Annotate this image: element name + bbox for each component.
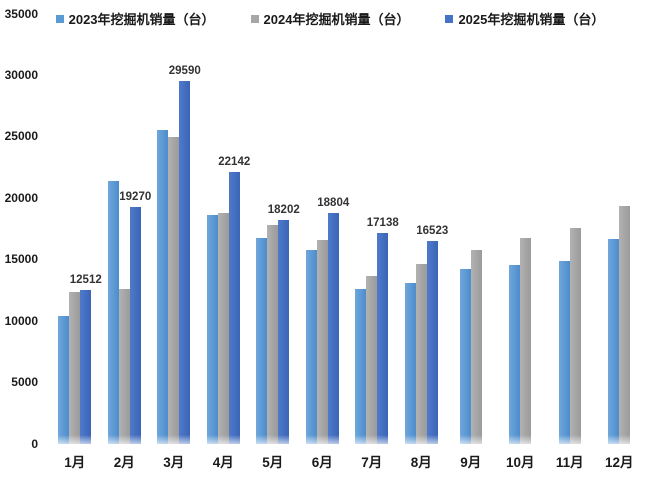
x-label-month-12: 12月 xyxy=(604,455,634,470)
month-group-12 xyxy=(595,14,645,444)
bar-2023-month-9 xyxy=(459,268,471,444)
x-label-month-7: 7月 xyxy=(361,455,383,470)
bar-2023-month-2 xyxy=(107,180,119,444)
bar-2024-month-1 xyxy=(69,292,81,444)
bar-2023-month-10 xyxy=(509,264,521,444)
x-label-month-5: 5月 xyxy=(262,455,284,470)
legend-label-2024: 2024年挖掘机销量（台） xyxy=(263,12,410,27)
bar-2023-month-8 xyxy=(404,283,416,444)
x-label-month-9: 9月 xyxy=(460,455,482,470)
month-group-5: 18202 xyxy=(248,14,300,444)
month-group-2: 19270 xyxy=(100,14,151,444)
x-label-month-3: 3月 xyxy=(163,455,185,470)
x-label-month-2: 2月 xyxy=(113,455,135,470)
bar-2024-month-8 xyxy=(415,264,427,444)
y-tick-label-25000: 25000 xyxy=(4,129,38,144)
month-group-11 xyxy=(545,14,595,444)
bar-2024-month-6 xyxy=(316,240,328,444)
y-tick-label-0: 0 xyxy=(31,436,38,451)
bar-2024-month-11 xyxy=(569,227,581,444)
data-label-2025-month-8: 16523 xyxy=(416,225,449,237)
bar-2025-month-5: 18202 xyxy=(268,204,300,444)
bar-2023-month-1 xyxy=(58,315,70,444)
y-tick-label-35000: 35000 xyxy=(4,6,38,21)
data-label-2025-month-2: 19270 xyxy=(119,191,152,204)
bar-2023-month-11 xyxy=(558,260,570,444)
data-label-2025-month-5: 18202 xyxy=(267,204,300,217)
bar-2025-month-1: 12512 xyxy=(70,274,102,444)
y-tick-label-10000: 10000 xyxy=(4,313,38,328)
x-label-month-8: 8月 xyxy=(410,455,432,470)
bar-2023-month-6 xyxy=(305,250,317,444)
month-group-8: 16523 xyxy=(397,14,448,444)
legend-marker-2024-icon xyxy=(250,14,259,23)
bar-2023-month-7 xyxy=(355,289,367,444)
y-axis: 0 5000 10000 15000 20000 25000 30000 35000 xyxy=(0,0,40,487)
y-tick-label-20000: 20000 xyxy=(4,190,38,205)
month-group-1: 12512 xyxy=(50,14,102,444)
x-label-month-1: 1月 xyxy=(64,455,86,470)
month-group-6: 18804 xyxy=(298,14,349,444)
y-tick-label-5000: 5000 xyxy=(11,375,38,390)
y-tick-label-30000: 30000 xyxy=(4,67,38,82)
legend-marker-2023-icon xyxy=(55,14,64,23)
bar-2023-month-12 xyxy=(608,238,620,444)
legend-label-2025: 2025年挖掘机销量（台） xyxy=(458,12,605,27)
legend-label-2023: 2023年挖掘机销量（台） xyxy=(68,12,215,27)
month-group-7: 17138 xyxy=(347,14,399,444)
x-label-month-6: 6月 xyxy=(311,455,333,470)
bar-2025-month-8: 16523 xyxy=(416,225,448,444)
legend-item-2023: 2023年挖掘机销量（台） xyxy=(55,9,215,28)
bar-2024-month-9 xyxy=(470,249,482,444)
bar-2023-month-4 xyxy=(206,215,218,444)
legend-item-2024: 2024年挖掘机销量（台） xyxy=(250,9,410,28)
legend-marker-2025-icon xyxy=(445,14,454,23)
bar-2025-month-3: 29590 xyxy=(169,65,201,444)
bar-2025-month-7: 17138 xyxy=(367,217,399,444)
plot-area: 12512 19270 29590 22142 18202 18804 17138 16523 xyxy=(50,14,644,444)
x-label-month-11: 11月 xyxy=(555,455,584,470)
bar-2025-month-4: 22142 xyxy=(218,156,250,444)
bar-2024-month-4 xyxy=(217,212,229,444)
bar-2024-month-7 xyxy=(366,275,378,444)
bar-2024-month-12 xyxy=(619,206,631,444)
data-label-2025-month-3: 29590 xyxy=(168,64,201,77)
data-label-2025-month-4: 22142 xyxy=(218,156,251,168)
bar-2025-month-2: 19270 xyxy=(119,191,151,444)
data-label-2025-month-7: 17138 xyxy=(366,217,399,230)
month-group-4: 22142 xyxy=(199,14,250,444)
x-axis: 1月 2月 3月 4月 5月 6月 7月 8月 9月 10月 11月 12月 xyxy=(50,451,644,471)
x-label-month-10: 10月 xyxy=(505,455,535,470)
bar-2024-month-5 xyxy=(267,225,279,444)
bar-2024-month-2 xyxy=(118,289,130,444)
month-group-10 xyxy=(496,14,546,444)
month-group-3: 29590 xyxy=(149,14,201,444)
y-tick-label-15000: 15000 xyxy=(4,252,38,267)
bar-2023-month-5 xyxy=(256,237,268,444)
data-label-2025-month-6: 18804 xyxy=(317,197,350,209)
data-label-2025-month-1: 12512 xyxy=(69,274,102,287)
chart-legend: 2023年挖掘机销量（台） 2024年挖掘机销量（台） 2025年挖掘机销量（台… xyxy=(0,9,660,28)
bar-2025-month-6: 18804 xyxy=(317,197,349,444)
legend-item-2025: 2025年挖掘机销量（台） xyxy=(445,9,604,28)
bar-2023-month-3 xyxy=(157,129,169,444)
month-group-9 xyxy=(446,14,496,444)
bar-2024-month-3 xyxy=(168,137,180,444)
bar-2024-month-10 xyxy=(520,237,532,444)
x-label-month-4: 4月 xyxy=(212,455,234,470)
